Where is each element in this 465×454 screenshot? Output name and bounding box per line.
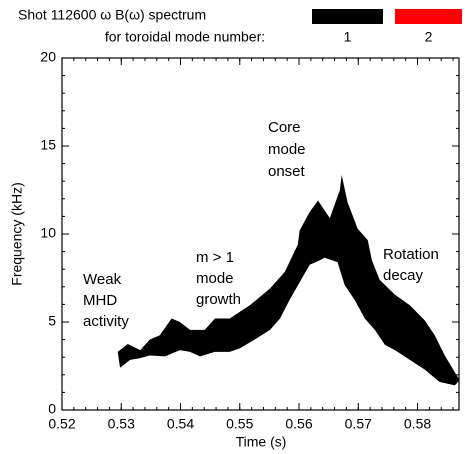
legend-label: 2 (425, 29, 433, 45)
y-tick-label: 15 (40, 137, 56, 153)
annotation: decay (383, 267, 424, 284)
legend-label: 1 (344, 29, 352, 45)
annotation: MHD (83, 292, 117, 309)
spectrum-region (117, 175, 460, 386)
x-axis-label: Time (s) (236, 434, 287, 450)
x-tick-label: 0.57 (345, 416, 372, 432)
y-tick-label: 10 (40, 225, 56, 241)
y-axis-label: Frequency (kHz) (9, 182, 25, 285)
chart-title: Shot 112600 ω B(ω) spectrum (18, 7, 206, 23)
chart-subtitle: for toroidal mode number: (105, 29, 265, 45)
annotation: mode (268, 141, 306, 158)
x-tick-label: 0.53 (108, 416, 135, 432)
annotation: Core (268, 119, 301, 136)
annotation: Rotation (383, 246, 439, 263)
annotation: m > 1 (196, 249, 234, 266)
x-tick-label: 0.52 (48, 416, 75, 432)
annotation: Weak (83, 271, 122, 288)
x-tick-label: 0.56 (285, 416, 312, 432)
x-tick-label: 0.54 (167, 416, 194, 432)
legend-swatch (395, 9, 462, 24)
annotation: mode (196, 270, 234, 287)
annotation: onset (268, 163, 306, 180)
x-tick-label: 0.58 (404, 416, 431, 432)
x-tick-label: 0.55 (226, 416, 253, 432)
legend-swatch (312, 9, 383, 24)
y-tick-label: 20 (40, 49, 56, 65)
annotation: activity (83, 313, 129, 330)
y-tick-label: 0 (48, 401, 56, 417)
annotation: growth (196, 291, 241, 308)
y-tick-label: 5 (48, 313, 56, 329)
